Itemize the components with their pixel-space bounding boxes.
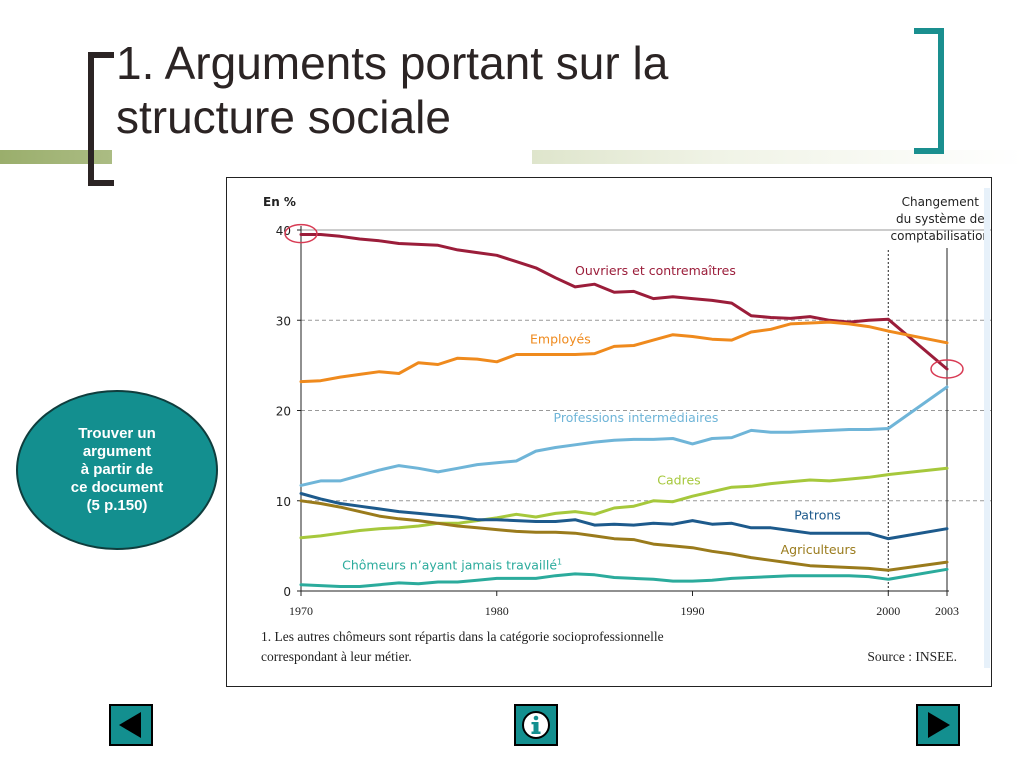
slide-title-line-2: structure sociale — [116, 91, 451, 143]
y-axis-label: En % — [263, 195, 296, 209]
series-label: Cadres — [657, 473, 700, 488]
slide-title-line-1: 1. Arguments portant sur la — [116, 37, 669, 89]
y-tick-label: 40 — [276, 224, 291, 238]
triangle-right-icon — [928, 712, 950, 738]
info-icon — [522, 711, 550, 739]
instruction-callout-text: Trouver un argument à partir de ce docum… — [70, 425, 164, 514]
series-label: Ouvriers et contremaîtres — [575, 263, 736, 278]
line-chart: 0 10 20 30 40 En % 1970 1980 1990 2000 2003 Changem… — [261, 188, 991, 668]
highlight-circle — [930, 359, 964, 379]
x-tick-label: 1970 — [289, 604, 313, 618]
left-bracket-decoration — [88, 52, 114, 186]
series-line — [299, 499, 949, 572]
y-tick-label: 10 — [276, 495, 291, 509]
source-text: Source : INSEE. — [867, 649, 957, 664]
series-label: Chômeurs n’ayant jamais travaillé1 — [342, 557, 562, 572]
annotation-text-line: Changement — [902, 195, 980, 209]
y-tick-label: 30 — [276, 314, 291, 328]
series-line — [299, 567, 949, 588]
series-label: Agriculteurs — [781, 542, 857, 557]
right-bracket-decoration — [914, 28, 944, 154]
triangle-left-icon — [119, 712, 141, 738]
x-tick-label: 1980 — [485, 604, 509, 618]
scan-edge-strip — [984, 188, 990, 668]
series-label-footnote-mark: 1 — [557, 557, 562, 566]
footnote-line: correspondant à leur métier. — [261, 649, 412, 664]
series-line — [299, 466, 949, 540]
series-label: Patrons — [794, 508, 840, 523]
footnote-line: 1. Les autres chômeurs sont répartis dan… — [261, 629, 664, 644]
next-slide-button[interactable] — [916, 704, 960, 746]
series-line — [299, 385, 949, 487]
chart-frame: 0 10 20 30 40 En % 1970 1980 1990 2000 2003 Changem… — [226, 177, 992, 687]
series-label: Employés — [530, 332, 591, 347]
series-label: Professions intermédiaires — [554, 410, 719, 425]
annotation-text-line: du système de — [896, 212, 985, 226]
y-tick-label: 20 — [276, 405, 291, 419]
x-tick-label: 2000 — [876, 604, 900, 618]
series-line — [299, 320, 949, 384]
instruction-callout: Trouver un argument à partir de ce docum… — [16, 390, 218, 550]
series-line — [299, 492, 949, 541]
slide-title: 1. Arguments portant sur la structure so… — [116, 36, 668, 144]
x-tick-label: 2003 — [935, 604, 959, 618]
y-tick-label: 0 — [283, 585, 291, 599]
previous-slide-button[interactable] — [109, 704, 153, 746]
x-tick-label: 1990 — [681, 604, 705, 618]
series-line — [299, 233, 949, 371]
highlight-circle — [284, 223, 318, 244]
title-rule-gap — [112, 140, 532, 170]
info-button[interactable] — [514, 704, 558, 746]
annotation-text-line: comptabilisation — [891, 229, 991, 243]
